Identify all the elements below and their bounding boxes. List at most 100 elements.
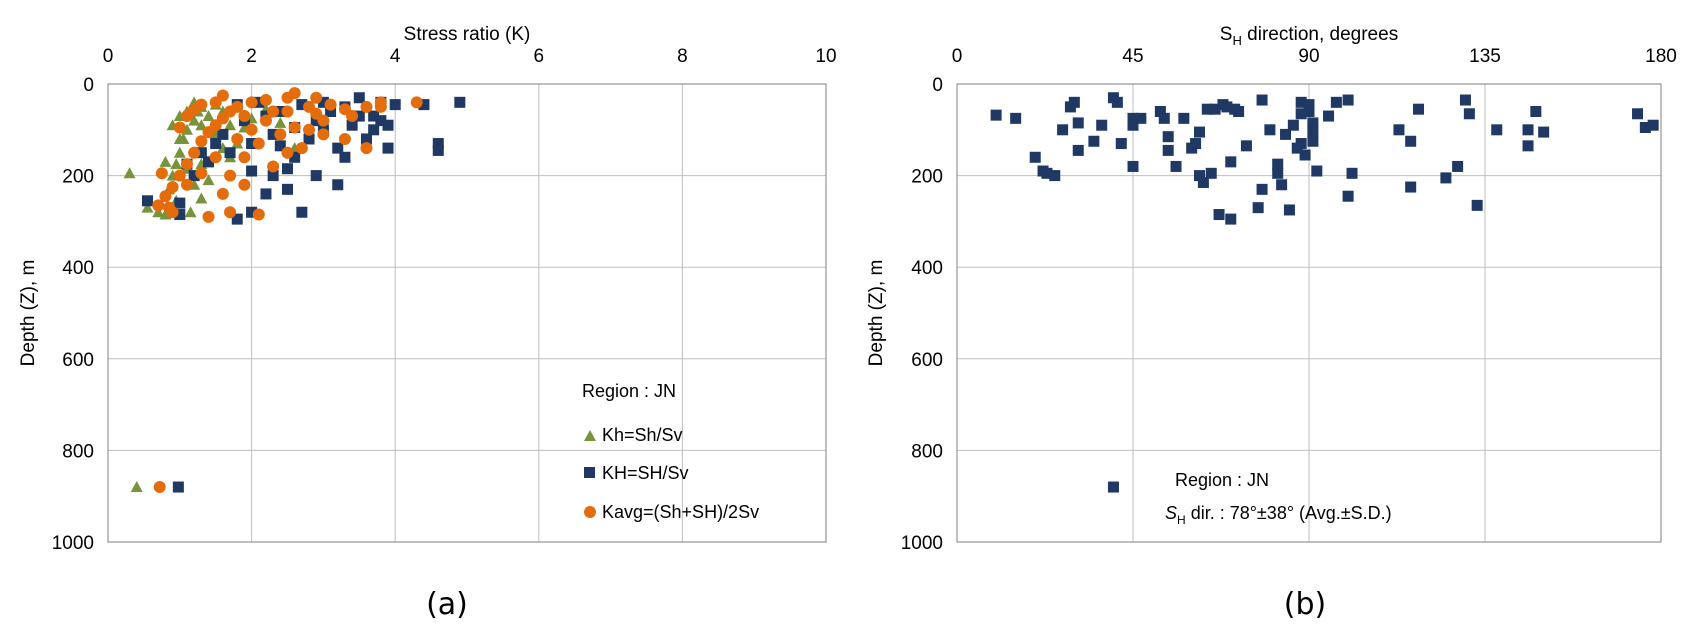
data-point-square [1307,126,1319,138]
data-point-square [1276,179,1288,191]
legend-entry-kh: Kh=Sh/Sv [602,425,683,445]
data-point-square [253,96,265,108]
panel-label-b: (b) [1284,587,1326,622]
data-point-square [260,188,272,200]
data-point-square [1272,167,1284,179]
data-point-circle [303,123,316,136]
data-point-circle [202,210,215,223]
data-point-circle [195,167,208,180]
data-point-square [1225,213,1237,225]
data-point-square [1346,167,1358,179]
data-point-square [1307,135,1319,147]
chart-b-annotation: Region : JN SH dir. : 78°±38° (Avg.±S.D.… [1165,470,1392,527]
y-tick-label: 400 [62,258,94,279]
data-point-square [1413,103,1425,115]
chart-a-legend: Region : JN Kh=Sh/Sv KH=SH/Sv Kavg=(Sh+S… [582,381,759,522]
data-point-square [432,138,444,150]
data-point-square [1256,94,1268,106]
data-point-circle [410,96,423,109]
chart-b-y-axis-label: Depth (Z), m [866,260,887,367]
data-point-square [1057,124,1069,136]
legend-entry-kH: KH=SH/Sv [602,463,689,483]
chart-b-marks [990,92,1659,493]
data-point-square [1491,124,1503,136]
data-point-square [382,142,394,154]
data-point-circle [195,135,208,148]
data-point-square [1647,119,1659,131]
data-point-triangle [184,206,197,218]
data-point-square [172,481,184,493]
data-point-square [418,99,430,111]
data-point-square [174,209,186,221]
data-point-square [1127,119,1139,131]
data-point-square [1393,124,1405,136]
data-point-square [1096,119,1108,131]
data-point-square [332,179,344,191]
data-point-circle [259,114,272,127]
data-point-triangle [123,167,136,179]
data-point-circle [180,158,193,171]
data-point-circle [195,98,208,111]
data-point-square [1295,108,1307,120]
data-point-square [1205,167,1217,179]
data-point-circle [209,151,222,164]
data-point-square [246,165,258,177]
data-point-square [432,144,444,156]
data-point-square [246,206,258,218]
data-point-circle [281,146,294,159]
annotation-sh-direction: SH dir. : 78°±38° (Avg.±S.D.) [1165,503,1392,527]
data-point-square [267,170,279,182]
data-point-square [1135,112,1147,124]
data-point-square [1041,167,1053,179]
data-point-square [310,170,322,182]
data-point-square [332,142,344,154]
data-point-circle [216,187,229,200]
data-point-circle [173,169,186,182]
data-point-circle [155,167,168,180]
chart-b-plot-frame [956,83,1662,543]
chart-a-marks [123,87,466,494]
data-point-circle [180,178,193,191]
data-point-square [990,109,1002,121]
y-tick-label: 800 [62,441,94,462]
data-point-square [1111,96,1123,108]
data-point-triangle [274,116,287,128]
data-point-square [1264,124,1276,136]
y-tick-label: 800 [911,441,943,462]
data-point-square [289,151,301,163]
data-point-triangle [202,110,215,122]
data-point-triangle [188,114,201,126]
chart-b-sh-direction: 0 45 90 135 180 0 200 400 600 800 1000 SH directi… [866,24,1677,622]
y-tick-label: 1000 [52,533,94,554]
annotation-region: Region : JN [1175,470,1269,490]
data-point-circle [303,100,316,113]
data-point-circle [153,481,166,494]
data-point-square [1272,158,1284,170]
y-tick-label: 200 [911,167,943,188]
y-tick-label: 0 [932,75,943,96]
data-point-square [1225,156,1237,168]
chart-a-y-ticks: 0 200 400 600 800 1000 [52,75,94,554]
data-point-square [1639,122,1651,134]
data-point-triangle [159,208,172,220]
data-point-circle [252,208,265,221]
y-tick-label: 600 [911,350,943,371]
x-tick-label: 4 [390,46,401,67]
panel-label-a: (a) [426,587,468,622]
y-tick-label: 1000 [901,533,943,554]
data-point-square [317,96,329,108]
data-point-square [1522,124,1534,136]
data-point-triangle [173,146,186,158]
data-point-circle [259,94,272,107]
x-tick-label: 90 [1298,46,1319,67]
data-point-square [246,138,258,150]
data-point-square [368,110,380,122]
data-point-circle [252,137,265,150]
data-point-circle [374,100,387,113]
data-point-triangle [159,155,172,167]
data-point-circle [224,169,237,182]
data-point-circle [346,110,359,123]
y-tick-label: 200 [62,167,94,188]
chart-b-x-axis-label: SH direction, degrees [1220,24,1398,48]
